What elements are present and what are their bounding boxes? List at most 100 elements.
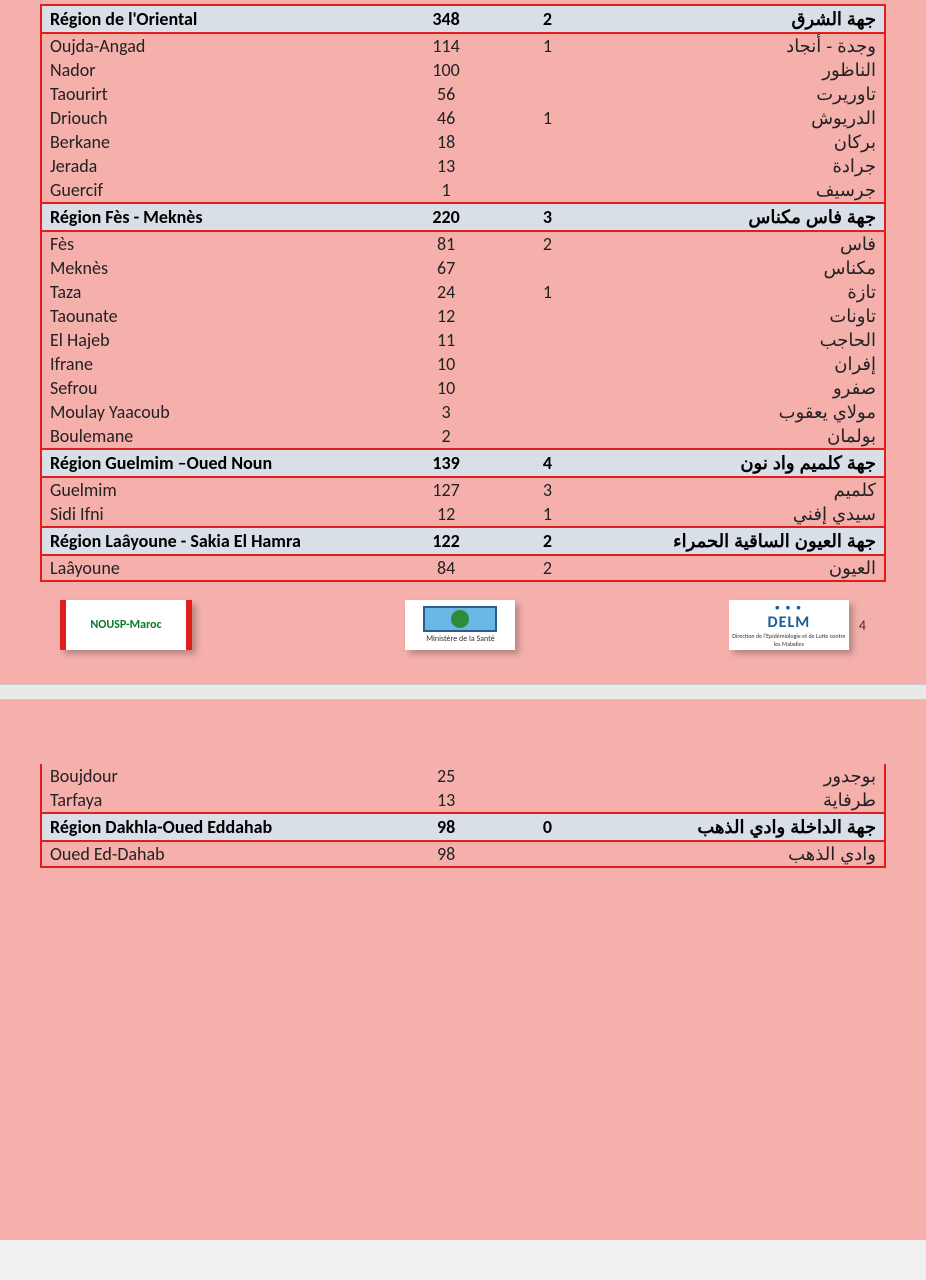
regions-table-page2: Boujdour 25 بوجدور Tarfaya 13 طرفاية Rég… — [40, 764, 886, 868]
city-value2 — [497, 841, 598, 867]
city-value1: 100 — [395, 58, 496, 82]
city-value1: 11 — [395, 328, 496, 352]
city-value2: 1 — [497, 502, 598, 527]
logo-delm-sub: Direction de l'Epidémiologie et de Lutte… — [729, 632, 849, 648]
page-footer: NOUSP-Maroc Ministère de la Santé DELM D… — [40, 582, 886, 654]
city-value2 — [497, 424, 598, 449]
city-value2: 2 — [497, 555, 598, 581]
city-row: Guelmim 127 3 كلميم — [41, 477, 885, 502]
city-row: Oued Ed-Dahab 98 وادي الذهب — [41, 841, 885, 867]
city-name-ar: مولاي يعقوب — [598, 400, 885, 424]
region-value2: 0 — [497, 813, 598, 841]
city-value2 — [497, 788, 598, 813]
page-1: Région de l'Oriental 348 2 جهة الشرق Ouj… — [0, 0, 926, 684]
region-value2: 4 — [497, 449, 598, 477]
city-name-ar: تازة — [598, 280, 885, 304]
region-name-fr: Région Fès - Meknès — [41, 203, 395, 231]
city-value1: 13 — [395, 154, 496, 178]
region-name-fr: Région Dakhla-Oued Eddahab — [41, 813, 395, 841]
region-header-row: Région Laâyoune - Sakia El Hamra 122 2 ج… — [41, 527, 885, 555]
city-name-fr: El Hajeb — [41, 328, 395, 352]
region-name-fr: Région Guelmim –Oued Noun — [41, 449, 395, 477]
city-name-ar: تاوريرت — [598, 82, 885, 106]
region-name-ar: جهة العيون الساقية الحمراء — [598, 527, 885, 555]
ministry-flag-icon — [423, 606, 497, 632]
city-value1: 2 — [395, 424, 496, 449]
city-name-ar: جرسيف — [598, 178, 885, 203]
city-name-ar: الدريوش — [598, 106, 885, 130]
city-value2: 2 — [497, 231, 598, 256]
region-header-row: Région Guelmim –Oued Noun 139 4 جهة كلمي… — [41, 449, 885, 477]
city-value2: 1 — [497, 280, 598, 304]
city-value2 — [497, 764, 598, 788]
region-header-row: Région Dakhla-Oued Eddahab 98 0 جهة الدا… — [41, 813, 885, 841]
city-value2 — [497, 400, 598, 424]
city-row: Taourirt 56 تاوريرت — [41, 82, 885, 106]
city-row: Fès 81 2 فاس — [41, 231, 885, 256]
city-value1: 24 — [395, 280, 496, 304]
city-value1: 56 — [395, 82, 496, 106]
region-value1: 98 — [395, 813, 496, 841]
city-row: Taza 24 1 تازة — [41, 280, 885, 304]
city-name-ar: الحاجب — [598, 328, 885, 352]
city-name-ar: جرادة — [598, 154, 885, 178]
city-value1: 10 — [395, 352, 496, 376]
city-name-ar: بوجدور — [598, 764, 885, 788]
city-name-fr: Moulay Yaacoub — [41, 400, 395, 424]
city-name-ar: فاس — [598, 231, 885, 256]
city-name-ar: كلميم — [598, 477, 885, 502]
city-name-fr: Meknès — [41, 256, 395, 280]
city-value2 — [497, 58, 598, 82]
logo-ministry-text: Ministère de la Santé — [426, 634, 494, 644]
city-row: Laâyoune 84 2 العيون — [41, 555, 885, 581]
city-value2 — [497, 178, 598, 203]
city-value1: 84 — [395, 555, 496, 581]
city-value1: 1 — [395, 178, 496, 203]
city-value2 — [497, 82, 598, 106]
city-value2 — [497, 154, 598, 178]
logo-nousp-text: NOUSP-Maroc — [90, 618, 161, 632]
city-value2: 1 — [497, 33, 598, 58]
region-name-ar: جهة فاس مكناس — [598, 203, 885, 231]
city-value2 — [497, 130, 598, 154]
region-name-ar: جهة كلميم واد نون — [598, 449, 885, 477]
city-name-fr: Sidi Ifni — [41, 502, 395, 527]
logo-nousp: NOUSP-Maroc — [60, 600, 192, 650]
city-name-ar: العيون — [598, 555, 885, 581]
region-value1: 122 — [395, 527, 496, 555]
city-name-fr: Guelmim — [41, 477, 395, 502]
city-row: El Hajeb 11 الحاجب — [41, 328, 885, 352]
city-name-fr: Ifrane — [41, 352, 395, 376]
city-name-fr: Berkane — [41, 130, 395, 154]
region-value1: 348 — [395, 5, 496, 33]
city-value1: 114 — [395, 33, 496, 58]
region-name-fr: Région Laâyoune - Sakia El Hamra — [41, 527, 395, 555]
city-row: Boujdour 25 بوجدور — [41, 764, 885, 788]
city-row: Berkane 18 بركان — [41, 130, 885, 154]
city-value1: 25 — [395, 764, 496, 788]
region-header-row: Région Fès - Meknès 220 3 جهة فاس مكناس — [41, 203, 885, 231]
city-name-fr: Taounate — [41, 304, 395, 328]
logo-ministry: Ministère de la Santé — [405, 600, 515, 650]
region-value2: 2 — [497, 527, 598, 555]
city-name-fr: Taza — [41, 280, 395, 304]
city-value1: 81 — [395, 231, 496, 256]
region-value1: 139 — [395, 449, 496, 477]
city-value1: 13 — [395, 788, 496, 813]
region-name-fr: Région de l'Oriental — [41, 5, 395, 33]
city-name-ar: طرفاية — [598, 788, 885, 813]
city-name-fr: Tarfaya — [41, 788, 395, 813]
city-row: Boulemane 2 بولمان — [41, 424, 885, 449]
page-2: Boujdour 25 بوجدور Tarfaya 13 طرفاية Rég… — [0, 700, 926, 1240]
city-name-ar: الناظور — [598, 58, 885, 82]
city-name-fr: Boujdour — [41, 764, 395, 788]
city-name-fr: Taourirt — [41, 82, 395, 106]
region-header-row: Région de l'Oriental 348 2 جهة الشرق — [41, 5, 885, 33]
city-value1: 46 — [395, 106, 496, 130]
page-number: 4 — [849, 617, 866, 634]
city-value2 — [497, 352, 598, 376]
regions-table-page1: Région de l'Oriental 348 2 جهة الشرق Ouj… — [40, 4, 886, 582]
city-name-fr: Oued Ed-Dahab — [41, 841, 395, 867]
city-row: Sidi Ifni 12 1 سيدي إفني — [41, 502, 885, 527]
city-row: Ifrane 10 إفران — [41, 352, 885, 376]
